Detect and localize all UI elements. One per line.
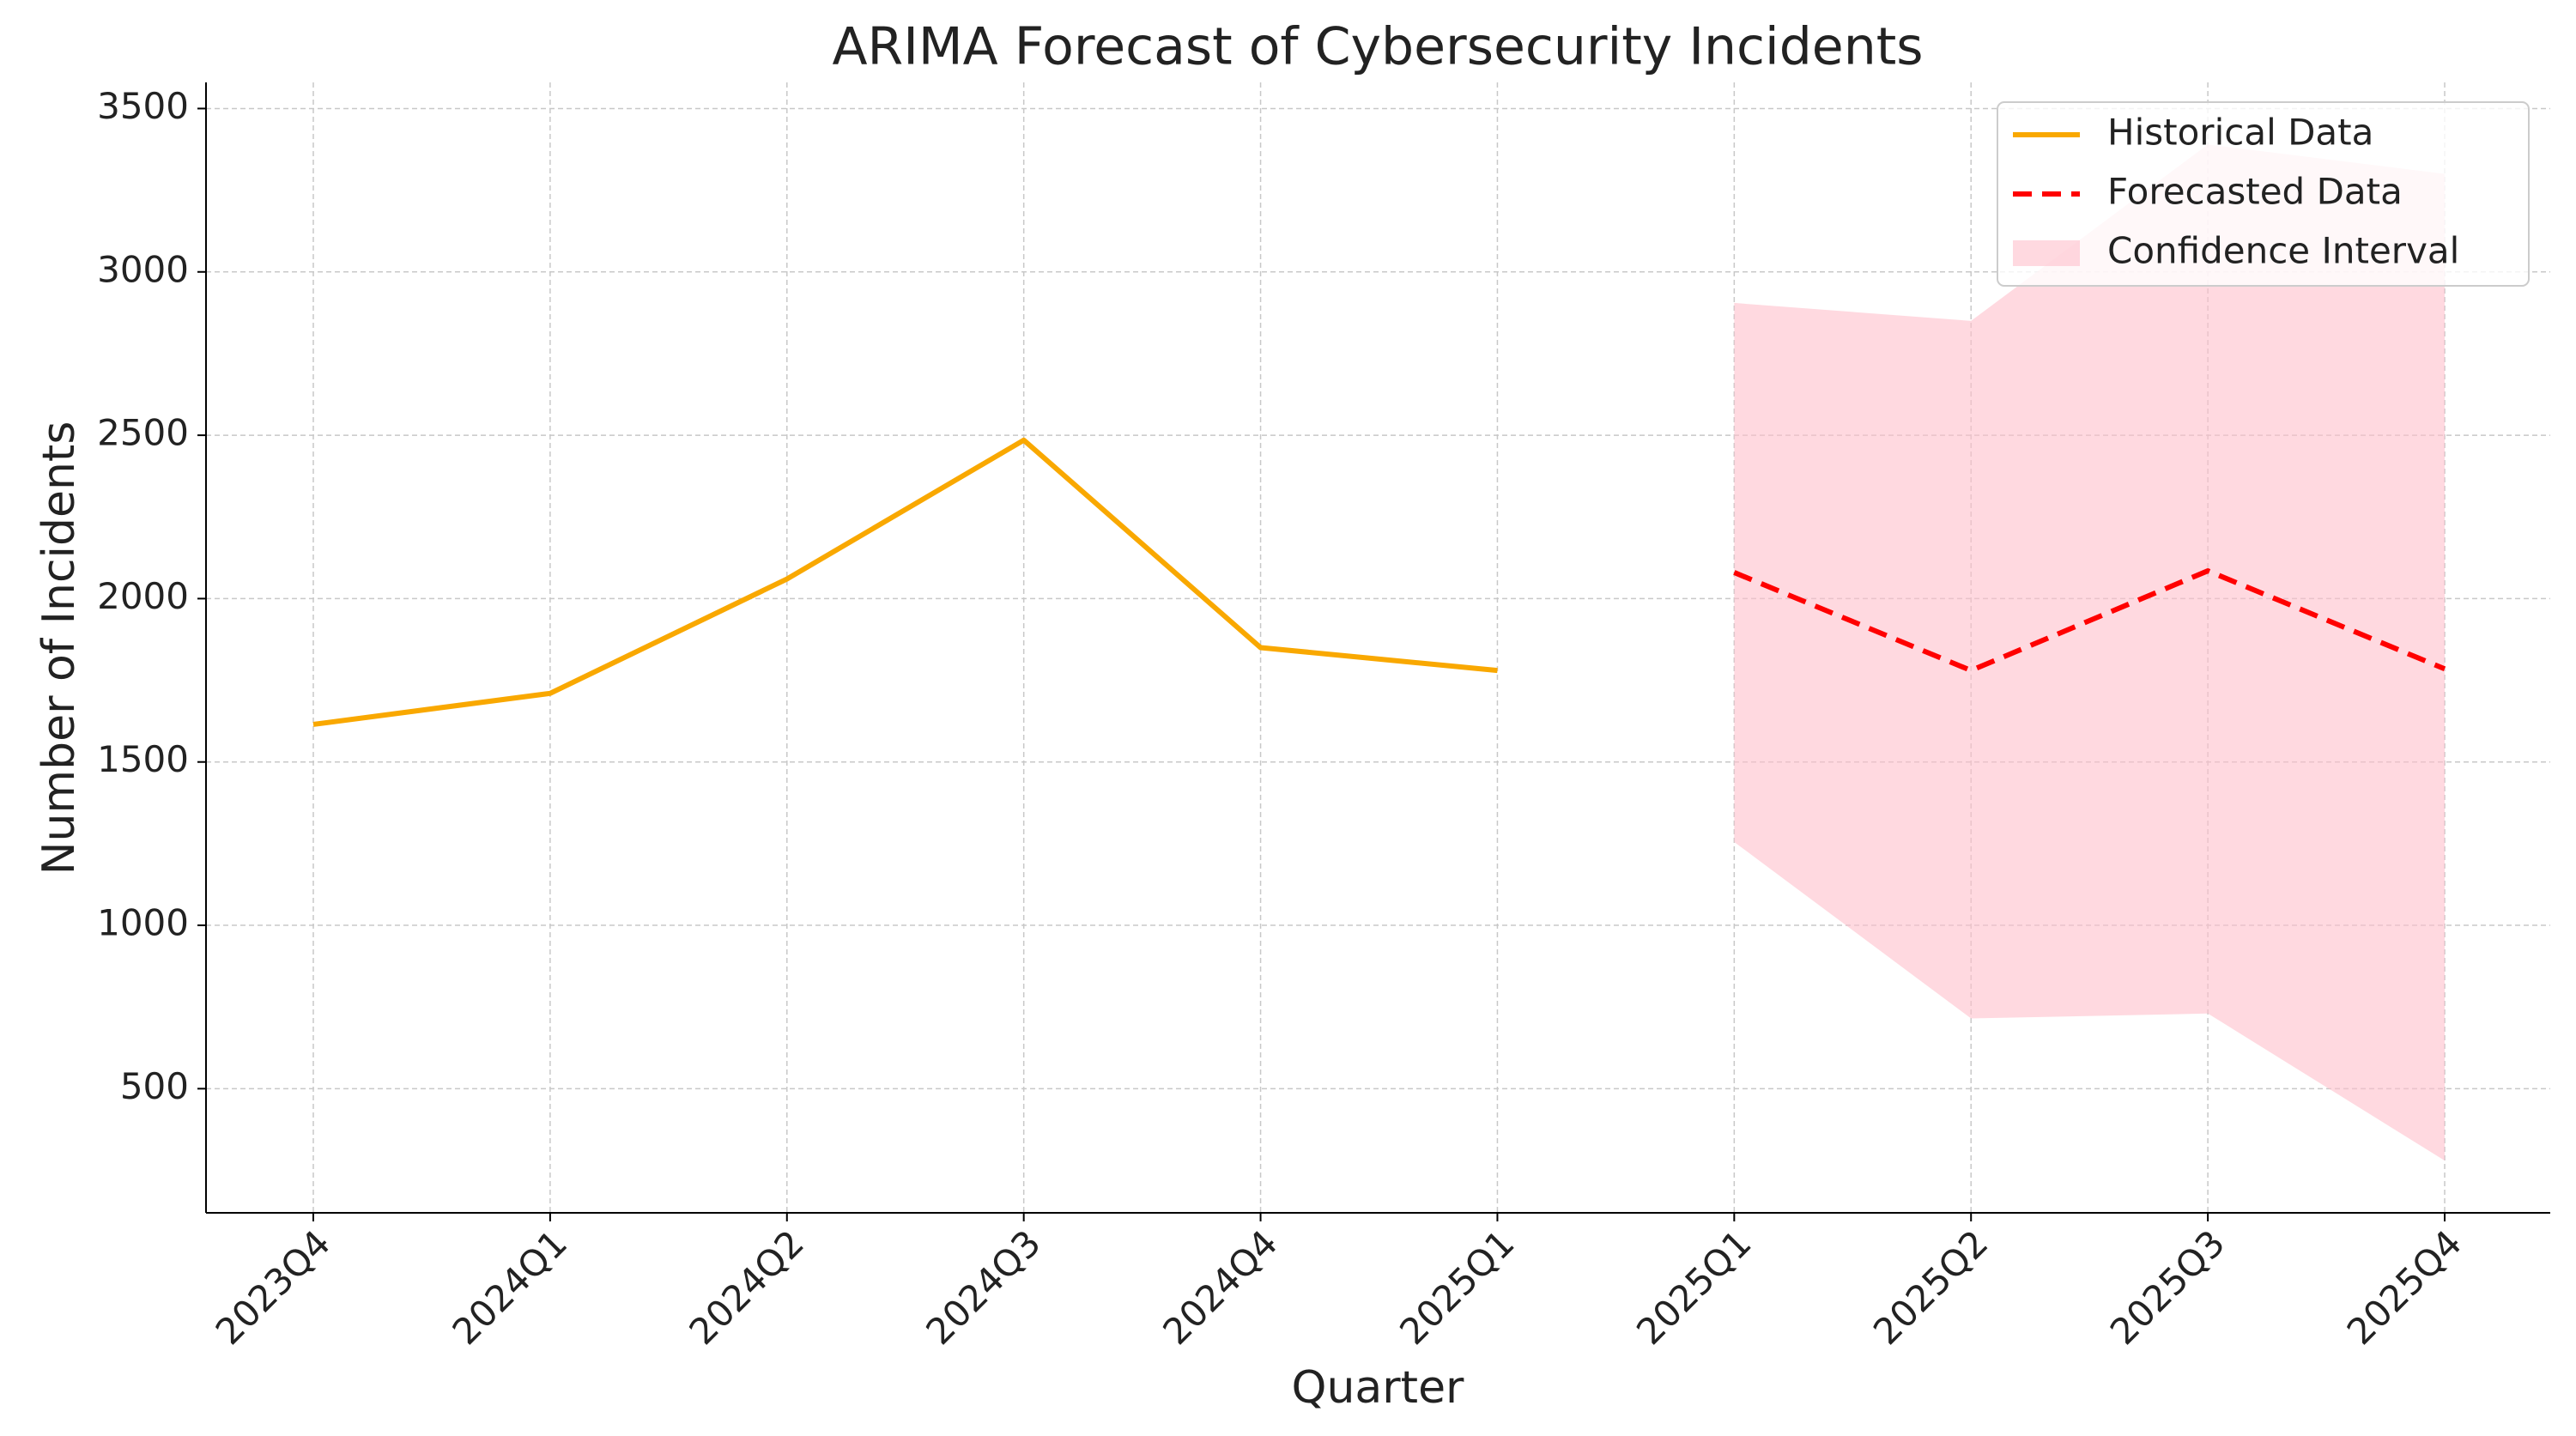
line-series bbox=[312, 437, 1498, 727]
y-axis-label: Number of Incidents bbox=[33, 421, 85, 876]
legend-label: Historical Data bbox=[2107, 112, 2373, 154]
x-tick-label: 2025Q4 bbox=[2339, 1222, 2470, 1354]
x-axis-label: Quarter bbox=[1292, 1362, 1465, 1414]
x-tick-label: 2025Q3 bbox=[2102, 1222, 2234, 1354]
legend-label: Confidence Interval bbox=[2107, 230, 2459, 272]
chart-title: ARIMA Forecast of Cybersecurity Incident… bbox=[832, 17, 1923, 77]
y-tick-label: 2500 bbox=[97, 412, 189, 454]
x-tick-label: 2025Q1 bbox=[1391, 1222, 1523, 1354]
legend: Historical Data Forecasted Data Confidence… bbox=[1997, 101, 2530, 287]
y-tick-label: 1500 bbox=[97, 738, 189, 780]
y-tick-label: 500 bbox=[120, 1065, 189, 1107]
y-tick-label: 3500 bbox=[97, 85, 189, 127]
legend-label: Forecasted Data bbox=[2107, 171, 2403, 213]
x-tick-label: 2024Q1 bbox=[445, 1222, 576, 1354]
y-tick-label: 3000 bbox=[97, 248, 189, 290]
x-tick-label: 2025Q2 bbox=[1865, 1222, 1997, 1354]
y-tick-label: 1000 bbox=[97, 902, 189, 944]
x-tick-label: 2025Q1 bbox=[1628, 1222, 1760, 1354]
line-series bbox=[1733, 568, 2446, 674]
x-tick-label: 2024Q2 bbox=[681, 1222, 812, 1354]
confidence-band bbox=[1734, 144, 2445, 1161]
legend-box bbox=[1997, 101, 2530, 287]
x-tick-label: 2024Q3 bbox=[918, 1222, 1049, 1354]
y-tick-label: 2000 bbox=[97, 575, 189, 617]
x-tick-label: 2024Q4 bbox=[1155, 1222, 1286, 1354]
legend-swatch bbox=[2013, 240, 2080, 266]
x-tick-label: 2023Q4 bbox=[208, 1222, 339, 1354]
